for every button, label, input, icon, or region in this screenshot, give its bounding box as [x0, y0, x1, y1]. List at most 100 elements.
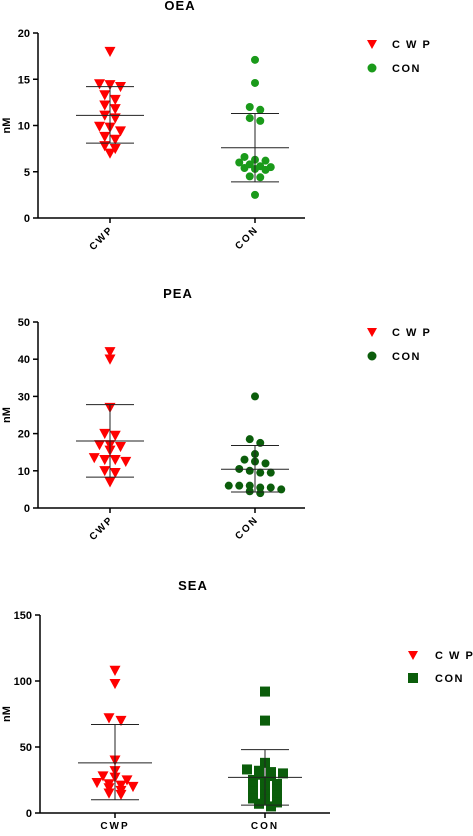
data-point	[224, 481, 233, 490]
data-point	[109, 678, 121, 690]
data-point	[104, 80, 116, 91]
data-point	[109, 104, 121, 115]
legend-label: C W P	[392, 39, 431, 51]
legend-label: CON	[392, 351, 421, 363]
data-point	[109, 94, 121, 106]
data-point	[248, 775, 258, 785]
data-point	[251, 55, 259, 64]
series-cwp	[76, 347, 144, 488]
y-tick-label: 10	[18, 121, 30, 133]
legend-entry-con: CON	[408, 673, 464, 685]
data-point	[256, 483, 265, 492]
y-tick-label: 40	[18, 354, 30, 366]
data-point	[272, 797, 282, 808]
data-point	[254, 798, 264, 809]
legend-entry-con: CON	[367, 63, 419, 75]
data-point	[109, 430, 121, 441]
data-point	[115, 715, 127, 727]
data-point	[88, 453, 100, 464]
data-point	[242, 764, 252, 775]
data-point	[115, 126, 126, 137]
data-point	[256, 438, 265, 447]
data-point	[109, 454, 121, 466]
data-point	[104, 354, 116, 365]
data-point	[240, 455, 249, 464]
data-point	[256, 489, 265, 498]
data-point	[99, 90, 111, 101]
y-tick-label: 15	[18, 74, 30, 86]
x-tick-label: CON	[233, 514, 261, 542]
y-tick-label: 100	[14, 676, 32, 688]
data-point	[256, 468, 265, 477]
data-point	[109, 134, 121, 145]
legend-marker	[367, 40, 377, 49]
data-point	[99, 141, 111, 152]
x-tick-label: CON	[251, 821, 279, 832]
data-point	[260, 686, 270, 697]
series-con	[228, 686, 302, 812]
data-point	[256, 116, 265, 125]
y-tick-label: 20	[18, 429, 30, 441]
data-point	[245, 487, 254, 496]
data-point	[115, 441, 126, 453]
data-point	[266, 771, 276, 782]
data-point	[245, 172, 254, 181]
y-tick-label: 20	[18, 28, 30, 40]
y-tick-label: 30	[18, 391, 30, 403]
x-tick-label: CON	[233, 224, 261, 252]
legend-label: CON	[435, 673, 464, 685]
chart-panel-sea: SEA 0 50 100 150 nM CWP CON C W P CON	[1, 578, 473, 832]
legend-marker	[367, 328, 377, 337]
data-point	[91, 777, 103, 789]
data-point	[245, 466, 254, 475]
y-tick-label: 0	[24, 503, 30, 515]
data-point	[240, 152, 249, 161]
chart-title: SEA	[178, 578, 208, 593]
y-tick-label: 10	[18, 466, 30, 478]
data-point	[235, 481, 244, 490]
series-cwp	[76, 46, 144, 159]
legend-marker	[367, 351, 377, 361]
chart-panel-oea: OEA 0 5 10 15 20 nM CWP CON C W P CON	[1, 0, 431, 253]
data-point	[266, 483, 275, 492]
data-point	[104, 477, 116, 488]
legend-entry-cwp: C W P	[408, 650, 473, 662]
data-point	[97, 771, 109, 782]
chart-title: PEA	[163, 286, 193, 301]
data-point	[94, 440, 105, 451]
data-point	[260, 715, 270, 726]
data-point	[104, 46, 116, 57]
legend-marker	[408, 673, 418, 683]
data-point	[115, 780, 127, 791]
data-point	[104, 347, 116, 358]
legend-entry-cwp: C W P	[367, 39, 431, 51]
data-point	[109, 113, 121, 124]
data-point	[277, 485, 286, 494]
data-point	[245, 435, 254, 444]
data-point	[121, 775, 133, 786]
data-point	[99, 466, 111, 477]
data-point	[272, 778, 282, 789]
series-con	[221, 55, 289, 199]
data-point	[94, 79, 105, 90]
data-point	[272, 790, 282, 801]
data-point	[99, 131, 111, 143]
data-point	[103, 713, 115, 724]
chart-panel-pea: PEA 0 10 20 30 40 50 nM CWP CON C W P CON	[1, 286, 430, 543]
data-point	[104, 148, 116, 159]
data-point	[248, 786, 258, 797]
data-point	[266, 468, 275, 477]
data-point	[272, 784, 282, 795]
data-point	[248, 793, 258, 804]
data-point	[248, 780, 258, 791]
y-tick-label: 5	[24, 167, 30, 179]
data-point	[245, 114, 254, 123]
data-point	[240, 164, 249, 173]
data-point	[99, 428, 111, 440]
series-cwp	[78, 665, 152, 801]
data-point	[245, 481, 254, 490]
x-tick-label: CWP	[88, 514, 117, 543]
data-point	[261, 165, 270, 174]
data-point	[261, 459, 270, 468]
